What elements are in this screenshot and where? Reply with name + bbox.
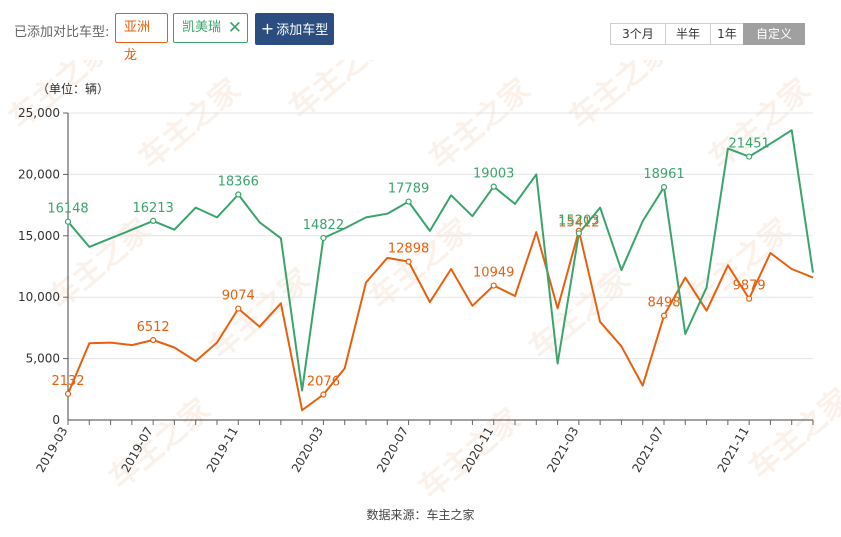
series-2-point (235, 191, 242, 198)
y-tick-label: 5,000 (26, 352, 60, 366)
series-1-point (746, 295, 753, 302)
range-half-year-button[interactable]: 半年 (665, 23, 711, 45)
series-1-data-label: 2076 (307, 375, 340, 390)
series-2-point (64, 218, 72, 225)
watermark-text: 车主之家 (363, 212, 477, 316)
series-2-data-label: 17789 (388, 182, 429, 197)
y-tick-label: 10,000 (18, 290, 60, 304)
range-custom-button[interactable]: 自定义 (743, 23, 805, 45)
series-2-point (320, 234, 327, 242)
range-1-year-button[interactable]: 1年 (710, 23, 744, 45)
watermark-text: 车主之家 (523, 262, 637, 366)
watermark-text: 车主之家 (203, 262, 317, 366)
close-icon[interactable]: ✕ (227, 18, 242, 38)
series-2-point (660, 184, 668, 191)
model-tag-camry[interactable]: 凯美瑞 ✕ (173, 13, 248, 43)
series-1-data-label: 10949 (473, 266, 514, 281)
x-tick-label: 2020-07 (374, 425, 411, 475)
series-2-data-label: 18366 (218, 174, 259, 189)
time-range-selector: 3个月 半年 1年 自定义 (610, 23, 805, 45)
y-tick-label: 25,000 (18, 106, 60, 120)
x-tick-label: 2021-07 (629, 425, 666, 475)
y-tick-label: 20,000 (18, 167, 60, 181)
x-tick-label: 2019-11 (204, 425, 241, 475)
series-1-data-label: 15412 (558, 216, 599, 231)
series-1-point (64, 390, 72, 397)
series-2-data-label: 16148 (47, 202, 88, 217)
series-1-point (150, 336, 157, 344)
compare-toolbar: 已添加对比车型: 亚洲龙 凯美瑞 ✕ + 添加车型 3个月 半年 1年 自定义 (0, 0, 841, 63)
x-tick-label: 2019-03 (33, 425, 70, 475)
model-tag-asian-dragon[interactable]: 亚洲龙 (115, 13, 168, 63)
series-2-point (490, 183, 497, 190)
watermark-text: 车主之家 (423, 72, 537, 176)
add-model-label: 添加车型 (276, 23, 329, 38)
x-tick-label: 2020-03 (289, 425, 326, 475)
y-axis-unit-label: （单位：辆） (37, 81, 109, 96)
series-2-data-label: 21451 (728, 137, 769, 152)
series-2-data-label: 16213 (132, 201, 173, 216)
x-tick-label: 2021-03 (544, 425, 581, 475)
series-2-data-label: 14822 (303, 218, 344, 233)
x-tick-label: 2021-11 (715, 425, 752, 475)
series-1-point (490, 282, 497, 289)
watermark-text: 车主之家 (703, 72, 817, 176)
series-2-point (746, 153, 753, 160)
y-tick-label: 15,000 (18, 229, 60, 243)
watermark-text: 车主之家 (563, 60, 677, 136)
add-model-button[interactable]: + 添加车型 (255, 13, 334, 45)
model-tag-label: 凯美瑞 (182, 20, 222, 35)
series-2-point (150, 217, 157, 225)
data-source-note: 数据来源：车主之家 (366, 508, 475, 522)
series-1-data-label: 2132 (51, 374, 84, 389)
watermark-text: 车主之家 (3, 60, 117, 136)
series-1-data-label: 12898 (388, 242, 429, 257)
series-1-point (235, 305, 242, 312)
watermark-text: 车主之家 (103, 392, 217, 496)
watermark-text: 车主之家 (283, 60, 397, 126)
series-2-data-label: 18961 (643, 167, 684, 182)
watermark-text: 车主之家 (743, 382, 841, 486)
series-2-data-label: 19003 (473, 167, 514, 182)
series-1-point (320, 391, 327, 398)
added-models-label: 已添加对比车型: (14, 25, 110, 40)
series-line-2 (67, 129, 814, 392)
series-2-data-label: 15203 (558, 213, 599, 228)
series-1-data-label: 9074 (222, 289, 255, 304)
series-1-point (405, 258, 412, 265)
plus-icon: + (260, 19, 275, 38)
watermark-text: 车主之家 (133, 72, 247, 176)
series-1-data-label: 9879 (733, 279, 766, 294)
y-tick-label: 0 (52, 413, 60, 427)
model-tag-label: 亚洲龙 (124, 20, 151, 63)
series-1-data-label: 8498 (647, 296, 680, 311)
series-line-1 (67, 229, 814, 412)
series-2-point (575, 230, 582, 237)
series-1-data-label: 6512 (137, 320, 170, 335)
series-2-point (405, 198, 412, 205)
series-1-point (660, 312, 668, 319)
range-3-months-button[interactable]: 3个月 (610, 23, 666, 45)
